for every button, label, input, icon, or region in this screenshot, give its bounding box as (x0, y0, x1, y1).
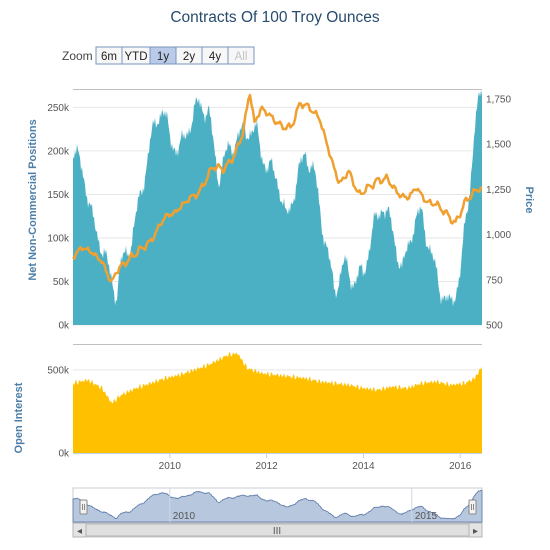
price-tick-label: 1,500 (486, 140, 511, 151)
navigator-axis: 2010 2015 (169, 488, 438, 522)
net-positions-axis: 0k 50k 100k 150k 200k 250k (47, 103, 70, 332)
price-tick-label: 1,750 (486, 95, 511, 106)
scrollbar-right-arrow[interactable]: ▸ (468, 522, 483, 538)
net-positions-tick-label: 150k (47, 190, 70, 201)
zoom-label: Zoom (62, 49, 93, 63)
navigator-area (72, 489, 483, 523)
x-axis: 2010 2012 2014 2016 (73, 453, 482, 472)
open-interest-pane: 0k 500k Open Interest (13, 344, 483, 460)
net-positions-tick-label: 50k (53, 277, 70, 288)
zoom-selector: Zoom 6m YTD 1y 2y 4y All (62, 46, 255, 65)
net-positions-series (72, 89, 483, 325)
open-interest-tick-label: 500k (47, 365, 70, 376)
price-axis: 500 750 1,000 1,250 1,500 1,750 (486, 95, 511, 332)
open-interest-series (72, 352, 483, 453)
x-tick-label: 2014 (352, 461, 375, 472)
zoom-button-label: 1y (157, 51, 169, 63)
net-positions-tick-label: 200k (47, 146, 70, 157)
scrollbar-grip: III (273, 526, 281, 537)
price-tick-label: 500 (486, 321, 503, 332)
net-positions-tick-label: 0k (58, 321, 70, 332)
open-interest-tick-label: 0k (58, 449, 70, 460)
zoom-button-label: 6m (101, 51, 117, 63)
open-interest-area (73, 352, 482, 453)
zoom-button-4y[interactable]: 4y (201, 46, 229, 65)
price-positions-pane: 0k 50k 100k 150k 200k 250k 500 750 1,000 1,250 1,… (27, 89, 535, 332)
net-positions-tick-label: 250k (47, 103, 70, 114)
zoom-button-ytd[interactable]: YTD (121, 46, 151, 65)
price-tick-label: 750 (486, 275, 503, 286)
navigator-tick-label: 2010 (173, 511, 196, 522)
svg-text:▸: ▸ (473, 526, 478, 537)
price-tick-label: 1,000 (486, 230, 511, 241)
scrollbar[interactable]: III ◂ ▸ (72, 522, 483, 538)
navigator-tick-label: 2015 (415, 511, 438, 522)
navigator-series (72, 489, 483, 523)
x-tick-label: 2010 (159, 461, 182, 472)
zoom-button-label: 2y (183, 51, 195, 63)
zoom-button-all[interactable]: All (227, 46, 255, 65)
price-tick-label: 1,250 (486, 185, 511, 196)
x-tick-label: 2016 (449, 461, 472, 472)
svg-text:◂: ◂ (77, 526, 82, 537)
zoom-button-label: 4y (209, 51, 221, 63)
zoom-button-label: YTD (125, 51, 148, 63)
zoom-button-1y[interactable]: 1y (149, 46, 177, 65)
chart-title: Contracts Of 100 Troy Ounces (170, 9, 380, 26)
price-series (72, 91, 483, 284)
zoom-button-6m[interactable]: 6m (95, 46, 123, 65)
open-interest-axis: 0k 500k (47, 365, 70, 459)
navigator-right-handle[interactable] (468, 499, 477, 515)
scrollbar-left-arrow[interactable]: ◂ (72, 522, 87, 538)
navigator-left-handle[interactable] (79, 499, 88, 515)
open-interest-axis-title: Open Interest (13, 382, 25, 453)
x-tick-label: 2012 (255, 461, 278, 472)
price-line (72, 93, 483, 283)
navigator[interactable]: 2010 2015 (72, 487, 483, 523)
price-axis-title: Price (523, 187, 535, 214)
net-positions-axis-title: Net Non-Commercial Positions (27, 119, 39, 280)
net-positions-area (73, 90, 482, 325)
zoom-button-2y[interactable]: 2y (175, 46, 203, 65)
zoom-button-label: All (235, 51, 248, 63)
net-positions-tick-label: 100k (47, 233, 70, 244)
